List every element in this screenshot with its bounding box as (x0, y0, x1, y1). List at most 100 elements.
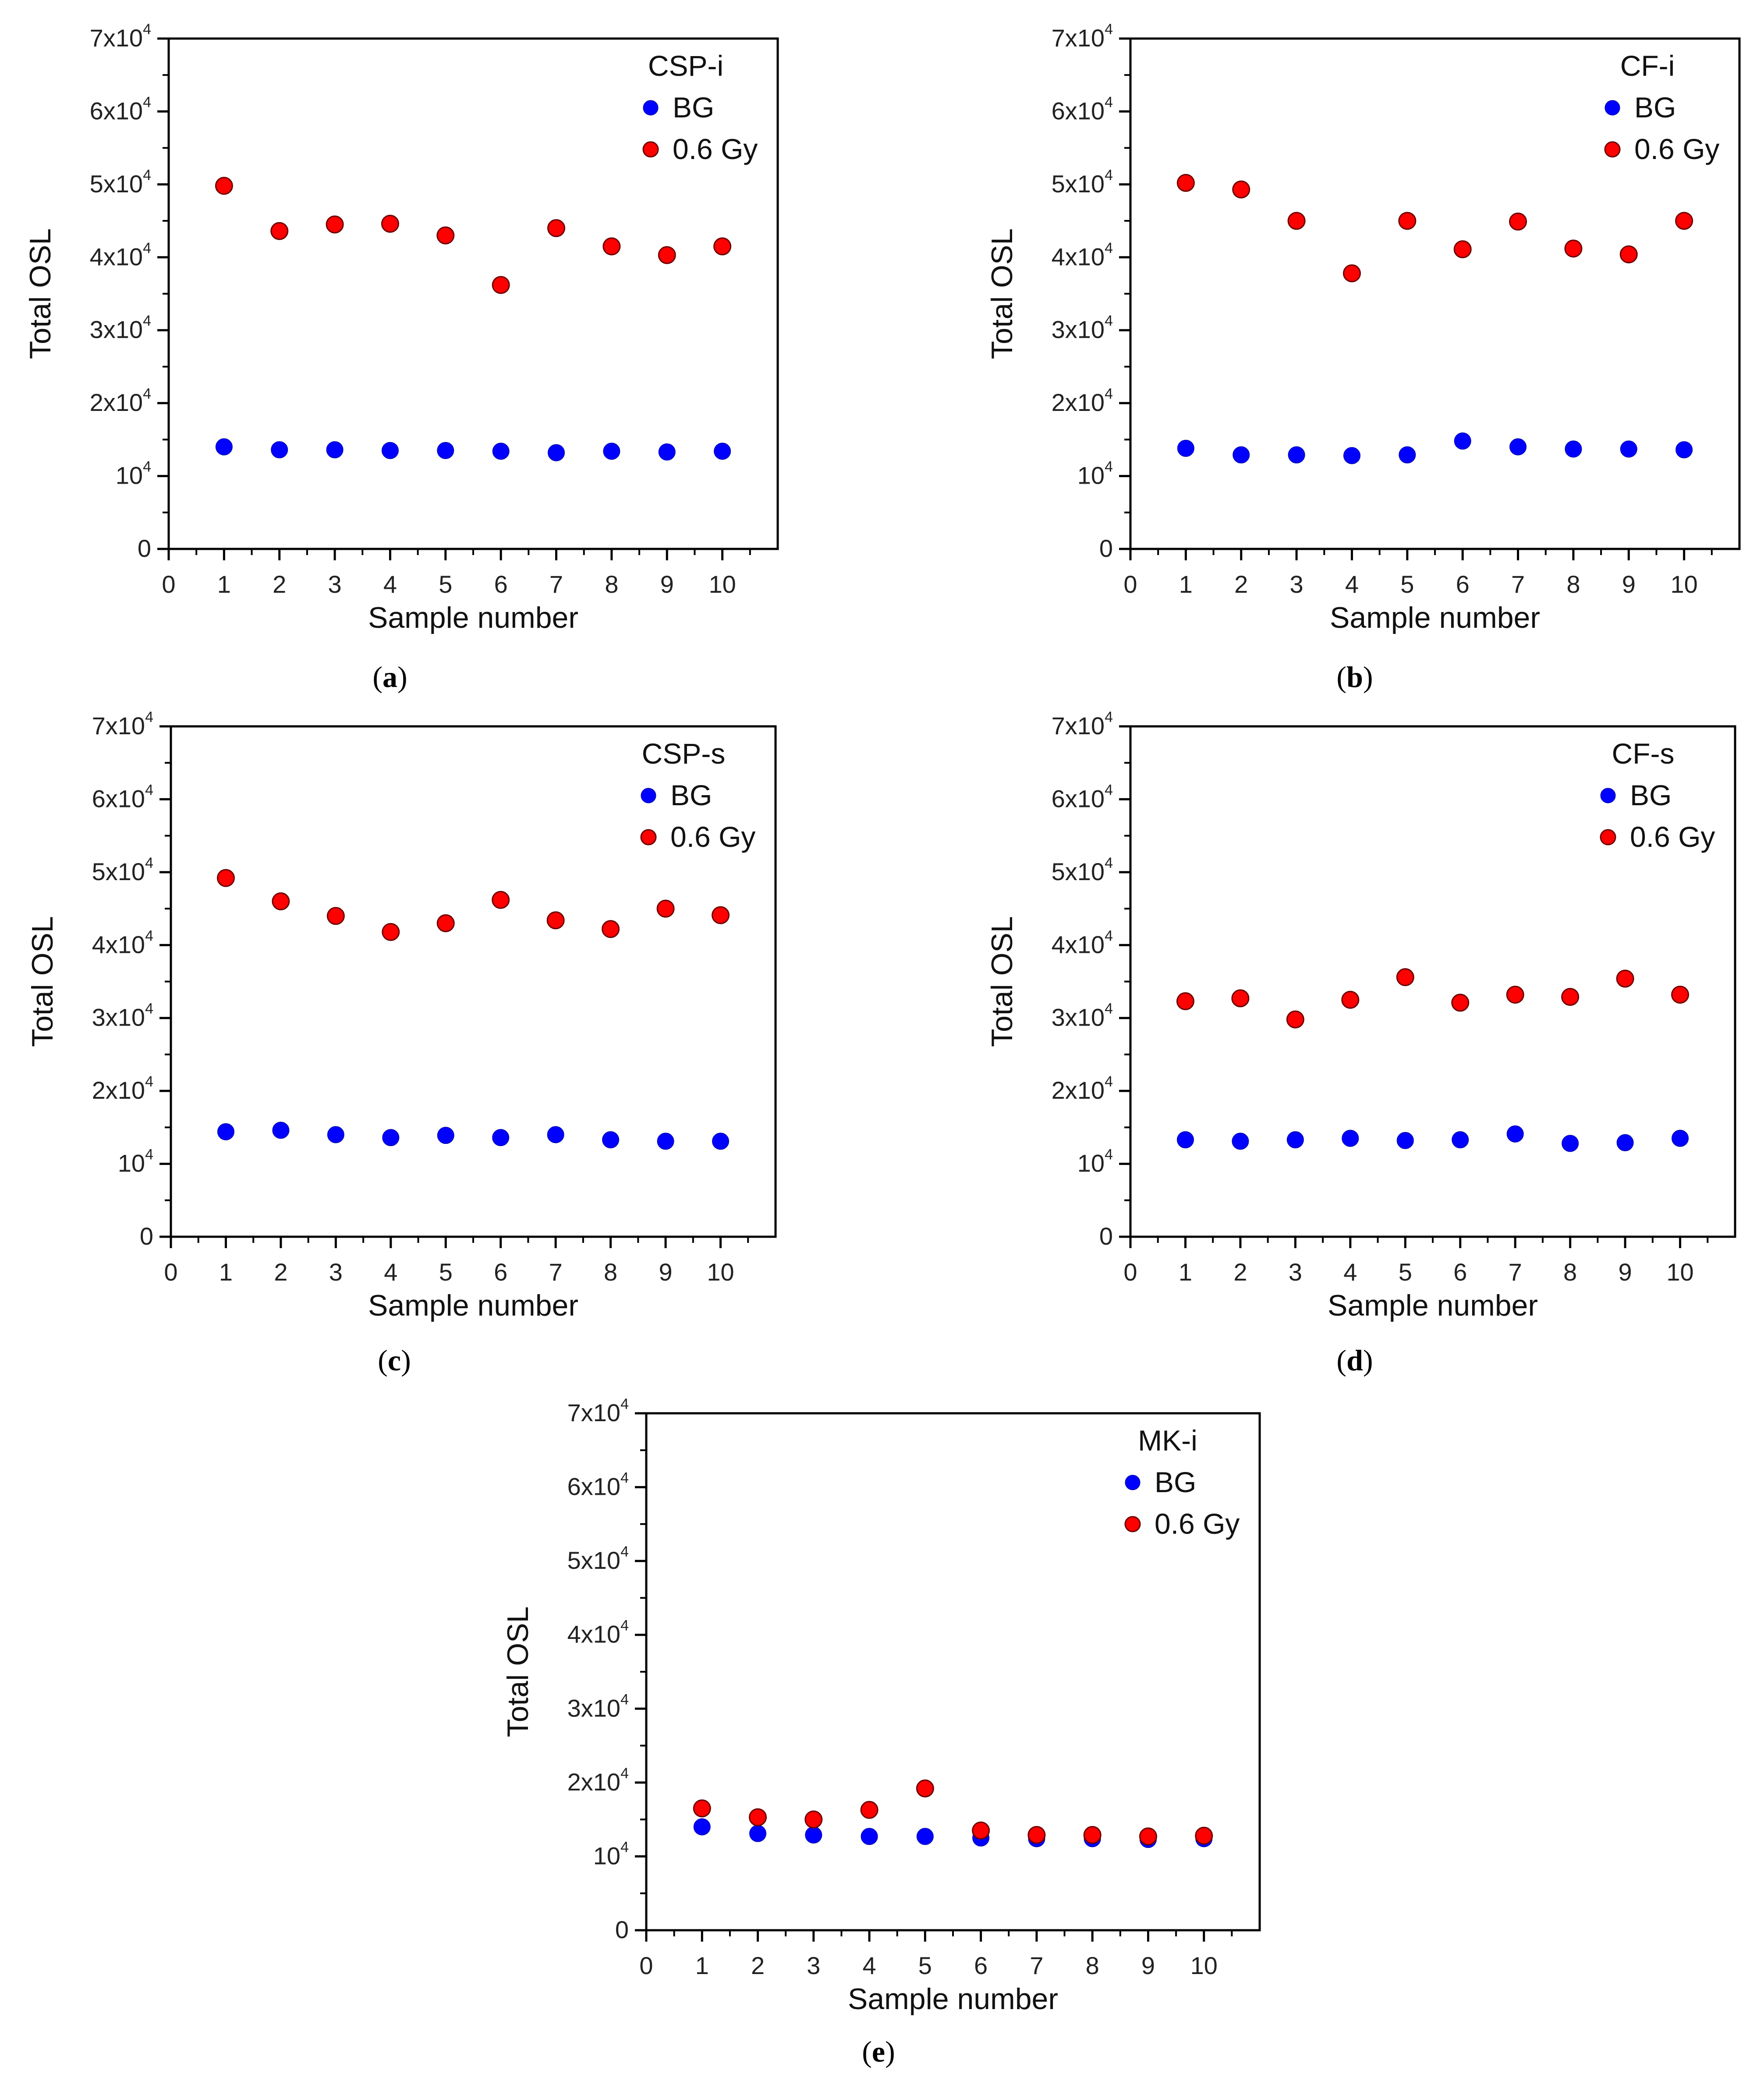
x-tick-label: 10 (1670, 570, 1697, 598)
dose-point-8 (602, 237, 621, 255)
panel-caption: (e) (862, 2035, 895, 2068)
bg-point-9 (658, 443, 676, 461)
bg-point-8 (1562, 1135, 1579, 1152)
bg-point-4 (1342, 1129, 1359, 1147)
dose-point-1 (216, 869, 235, 887)
x-tick-label: 8 (605, 570, 618, 598)
bg-point-9 (1616, 1134, 1634, 1151)
dose-point-5 (1396, 968, 1414, 987)
legend-marker (1605, 100, 1620, 116)
x-tick-label: 8 (1086, 1952, 1099, 1979)
bg-point-8 (1565, 440, 1582, 458)
dose-point-6 (492, 276, 510, 294)
legend-marker (642, 141, 659, 158)
dose-point-6 (972, 1821, 990, 1840)
x-tick-label: 5 (439, 570, 452, 598)
y-tick-label: 2x104 (90, 386, 151, 416)
dose-point-10 (1671, 985, 1690, 1004)
legend-entry: BG (673, 91, 714, 124)
bg-point-8 (602, 1131, 620, 1149)
bg-point-10 (714, 442, 731, 460)
x-tick-label: 7 (1511, 570, 1525, 598)
dose-point-8 (1564, 239, 1583, 258)
y-axis-label: Total OSL (26, 916, 59, 1047)
dose-point-10 (1195, 1826, 1213, 1845)
legend-entry: 0.6 Gy (673, 133, 758, 165)
y-tick-label: 6x104 (1052, 782, 1113, 812)
y-tick-label: 3x104 (567, 1691, 629, 1722)
legend-marker (640, 829, 657, 846)
x-tick-label: 8 (604, 1258, 617, 1286)
x-tick-label: 3 (1290, 570, 1304, 598)
dose-point-5 (916, 1779, 934, 1797)
bg-point-1 (693, 1818, 711, 1836)
chart-panel-2: 0 1 2 3 4 5 6 7 8 9 10 0 104 2x104 3x104 4x104 5x104 6x10… (985, 21, 1741, 694)
dose-point-10 (713, 237, 732, 255)
bg-point-2 (1232, 1132, 1249, 1150)
bg-point-10 (712, 1132, 730, 1150)
bg-point-2 (272, 1122, 290, 1139)
x-tick-label: 0 (639, 1952, 653, 1979)
dose-point-3 (326, 907, 345, 925)
x-tick-label: 3 (328, 570, 342, 598)
legend-marker (1125, 1475, 1141, 1490)
dose-point-1 (693, 1799, 711, 1818)
x-tick-label: 0 (162, 570, 175, 598)
dose-point-4 (1341, 991, 1360, 1009)
bg-point-4 (382, 1129, 400, 1146)
legend-marker (1124, 1516, 1141, 1532)
legend-title: CSP-s (642, 737, 726, 770)
x-tick-label: 1 (217, 570, 231, 598)
x-tick-label: 10 (708, 570, 736, 598)
x-tick-label: 0 (1123, 1258, 1137, 1286)
chart-panel-3: 0 1 2 3 4 5 6 7 8 9 10 0 104 2x104 3x104 4x104 5x104 6x10… (26, 709, 777, 1377)
x-tick-label: 6 (1456, 570, 1470, 598)
dose-point-2 (1232, 180, 1250, 199)
x-tick-label: 5 (1400, 570, 1414, 598)
chart-panel-1: 0 1 2 3 4 5 6 7 8 9 10 0 104 2x104 3x104 4x104 5x104 6x10… (24, 21, 779, 694)
dose-point-9 (656, 899, 675, 918)
dose-point-1 (215, 177, 233, 195)
bg-point-2 (749, 1825, 767, 1842)
y-tick-label: 104 (118, 1146, 153, 1177)
bg-point-7 (1509, 438, 1527, 456)
bg-point-1 (217, 1123, 234, 1140)
legend-entry: BG (1155, 1466, 1196, 1498)
x-tick-label: 10 (1190, 1952, 1218, 1979)
x-tick-label: 0 (164, 1258, 177, 1286)
y-tick-label: 104 (1077, 1146, 1113, 1177)
legend-entry: BG (1634, 91, 1676, 124)
x-tick-label: 2 (751, 1952, 765, 1979)
bg-point-3 (1288, 446, 1305, 464)
y-tick-label: 5x104 (1052, 167, 1113, 198)
legend-entry: BG (1630, 779, 1672, 811)
y-tick-label: 0 (1099, 1222, 1113, 1250)
panel-caption: (c) (378, 1344, 411, 1377)
y-tick-label: 5x104 (1052, 855, 1113, 885)
dose-point-2 (1231, 989, 1250, 1008)
legend-entry: 0.6 Gy (1155, 1507, 1240, 1540)
y-axis-label: Total OSL (501, 1606, 535, 1737)
bg-point-7 (547, 1126, 564, 1143)
dose-point-7 (546, 911, 565, 930)
dose-point-9 (1616, 970, 1634, 988)
dose-point-9 (658, 246, 676, 264)
x-axis-label: Sample number (848, 1982, 1058, 2016)
x-tick-label: 10 (707, 1258, 734, 1286)
x-tick-label: 5 (439, 1258, 453, 1286)
bg-point-6 (1452, 1131, 1469, 1149)
x-tick-label: 1 (1179, 1258, 1192, 1286)
x-tick-label: 2 (274, 1258, 287, 1286)
y-tick-label: 4x104 (90, 240, 151, 270)
dose-point-8 (1083, 1826, 1102, 1844)
bg-point-7 (1506, 1125, 1524, 1143)
y-tick-label: 3x104 (92, 1001, 153, 1031)
legend-marker (1600, 788, 1616, 803)
x-tick-label: 2 (1234, 570, 1248, 598)
bg-point-4 (1343, 447, 1360, 464)
y-tick-label: 0 (615, 1916, 629, 1943)
x-tick-label: 4 (1343, 1258, 1357, 1286)
dose-point-5 (1398, 212, 1417, 230)
bg-point-2 (271, 441, 288, 459)
bg-point-10 (1675, 441, 1693, 459)
